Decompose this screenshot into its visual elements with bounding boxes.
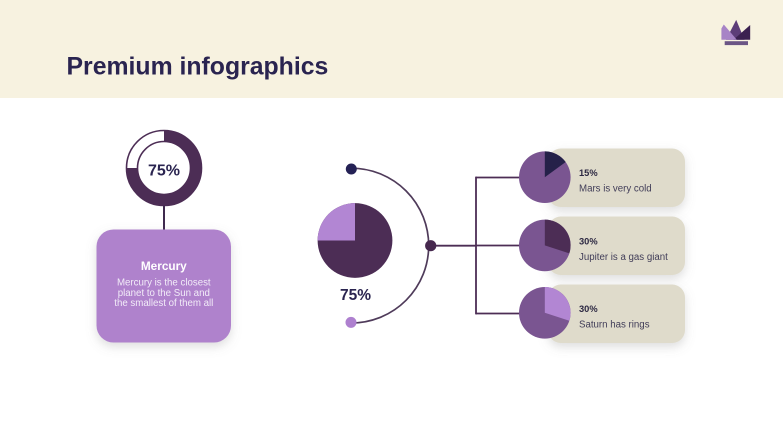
svg-text:30%: 30% bbox=[579, 236, 598, 246]
svg-text:Mercury is the closest: Mercury is the closest bbox=[117, 278, 211, 289]
svg-text:Saturn has rings: Saturn has rings bbox=[579, 319, 650, 330]
svg-text:Premium infographics: Premium infographics bbox=[67, 54, 329, 81]
svg-text:15%: 15% bbox=[579, 168, 598, 178]
svg-text:Jupiter is a gas giant: Jupiter is a gas giant bbox=[579, 252, 668, 263]
svg-text:Mercury: Mercury bbox=[141, 259, 187, 273]
svg-text:the smallest of them all: the smallest of them all bbox=[114, 298, 213, 309]
svg-text:75%: 75% bbox=[340, 287, 371, 304]
svg-text:30%: 30% bbox=[579, 304, 598, 314]
svg-text:planet to the Sun and: planet to the Sun and bbox=[118, 288, 210, 299]
svg-text:Mars is very cold: Mars is very cold bbox=[579, 184, 652, 195]
svg-text:75%: 75% bbox=[148, 162, 180, 179]
